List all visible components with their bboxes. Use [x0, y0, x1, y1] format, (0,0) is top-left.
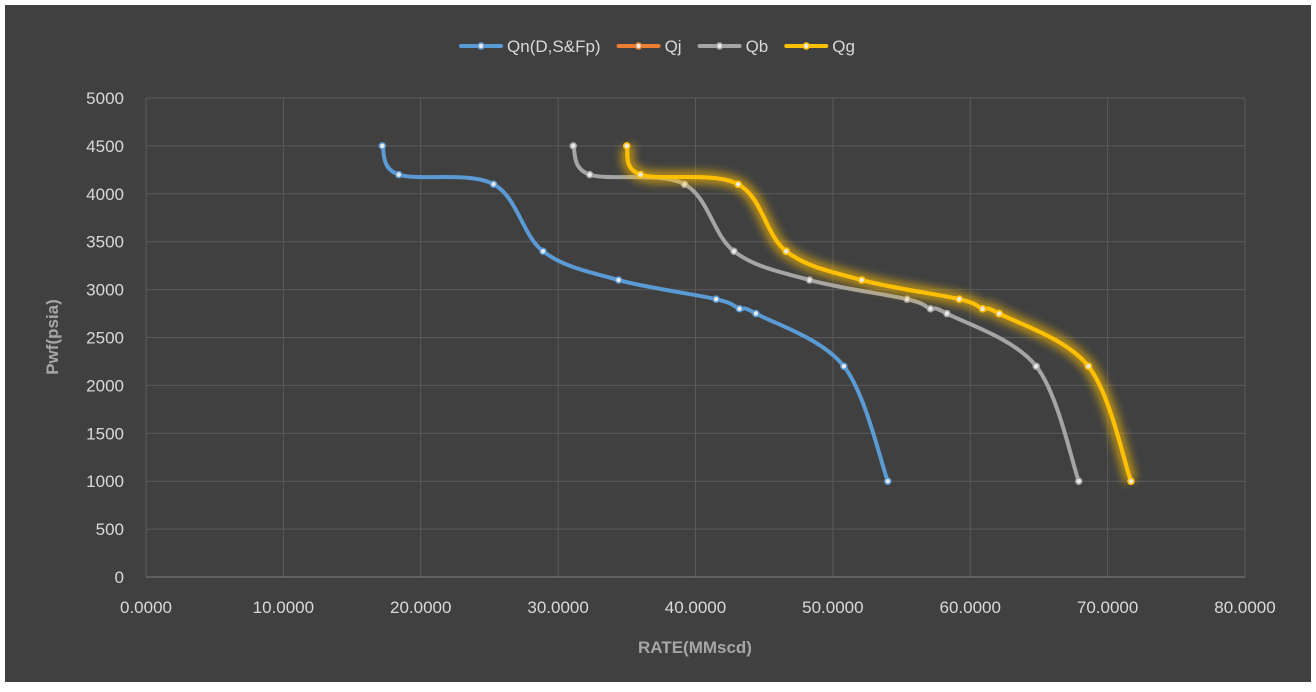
data-point	[782, 247, 790, 256]
data-point	[489, 180, 498, 188]
y-tick-label: 2500	[86, 329, 124, 348]
data-point	[730, 247, 738, 256]
y-tick-label: 500	[96, 520, 124, 539]
legend-label: Qg	[832, 37, 855, 56]
y-axis-title: Pwf(psia)	[43, 299, 62, 375]
series-line	[380, 143, 890, 484]
legend-label: Qn(D,S&Fp)	[507, 37, 601, 56]
data-point	[995, 309, 1003, 318]
chart-background	[5, 5, 1311, 682]
x-tick-label: 10.0000	[253, 598, 314, 617]
x-tick-label: 20.0000	[390, 598, 451, 617]
data-point	[735, 305, 744, 313]
legend-marker	[802, 42, 811, 50]
legend-marker	[634, 42, 643, 50]
data-point	[805, 276, 814, 284]
data-point	[734, 180, 742, 188]
data-point	[943, 309, 951, 318]
legend-item[interactable]: Qg	[784, 37, 855, 56]
data-point	[636, 170, 645, 179]
x-tick-label: 70.0000	[1077, 598, 1138, 617]
legend-marker	[477, 42, 485, 50]
tick-labels: 0 500 1000 1500 2000 2500 3000 3500 4000 4500 5000…	[86, 89, 1276, 617]
data-point	[623, 142, 631, 150]
y-tick-label: 1500	[86, 424, 124, 443]
y-tick-label: 0	[115, 568, 124, 587]
x-tick-label: 80.0000	[1214, 598, 1275, 617]
y-tick-label: 4000	[86, 185, 124, 204]
grid-layer	[145, 97, 1246, 578]
legend-item[interactable]: Qn(D,S&Fp)	[459, 37, 601, 56]
data-point	[378, 142, 387, 150]
y-tick-label: 1000	[86, 472, 124, 491]
series-3	[619, 142, 1138, 485]
data-point	[712, 295, 720, 303]
data-point	[614, 276, 623, 284]
data-point	[1084, 362, 1093, 370]
x-axis-title: RATE(MMscd)	[638, 638, 752, 657]
data-point	[752, 309, 760, 318]
legend-item[interactable]: Qj	[616, 37, 682, 56]
legend[interactable]: Qn(D,S&Fp) Qj Qb Qg	[459, 37, 855, 56]
legend-label: Qj	[665, 37, 682, 56]
x-tick-label: 50.0000	[802, 598, 863, 617]
data-point	[978, 305, 987, 313]
data-point	[395, 170, 403, 179]
data-point	[926, 305, 935, 313]
x-tick-label: 30.0000	[527, 598, 588, 617]
y-tick-label: 3000	[86, 281, 124, 300]
data-point	[840, 362, 848, 370]
data-point	[1127, 477, 1135, 485]
data-point	[539, 247, 547, 256]
data-point	[903, 295, 911, 303]
legend-item[interactable]: Qb	[697, 37, 769, 56]
x-tick-label: 40.0000	[665, 598, 726, 617]
data-point	[585, 170, 594, 179]
legend-label: Qb	[746, 37, 769, 56]
series-layer	[378, 142, 1138, 485]
y-tick-label: 3500	[86, 233, 124, 252]
y-tick-label: 4500	[86, 137, 124, 156]
x-tick-label: 60.0000	[940, 598, 1001, 617]
data-point	[569, 142, 577, 150]
data-point	[857, 276, 866, 284]
data-point	[884, 477, 892, 485]
data-point	[1075, 477, 1083, 485]
y-tick-label: 5000	[86, 89, 124, 108]
data-point	[1032, 362, 1040, 370]
series-line	[624, 143, 1133, 484]
series-0	[378, 142, 892, 485]
y-tick-label: 2000	[86, 376, 124, 395]
data-point	[955, 295, 964, 303]
x-tick-label: 0.0000	[120, 598, 172, 617]
legend-marker	[715, 42, 724, 50]
